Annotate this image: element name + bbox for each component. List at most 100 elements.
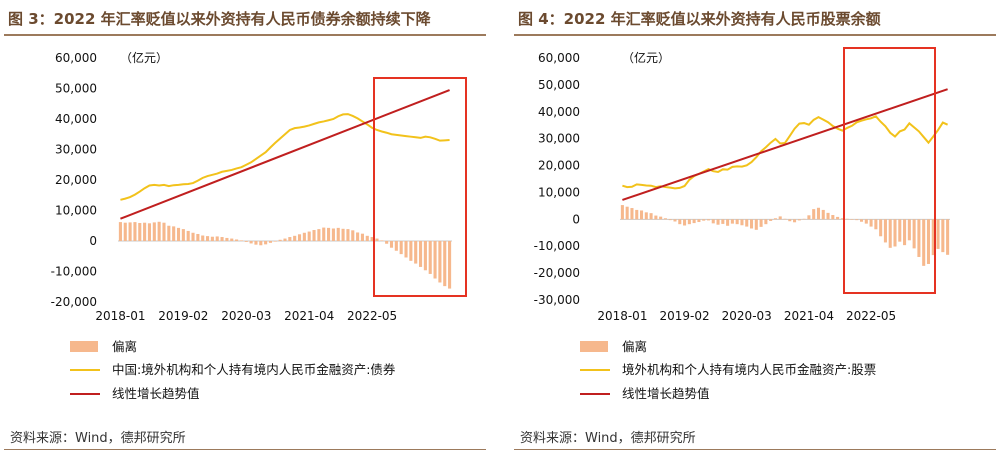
deviation-bar	[249, 241, 253, 244]
deviation-bar	[678, 219, 682, 225]
deviation-bar	[138, 223, 142, 241]
deviation-bar	[186, 230, 190, 241]
y-tick-label: 40,000	[538, 105, 580, 119]
deviation-bar	[721, 219, 725, 224]
deviation-bar	[443, 241, 447, 287]
deviation-bar	[336, 227, 340, 241]
deviation-bar	[793, 219, 797, 223]
deviation-bar	[639, 210, 644, 220]
deviation-bar	[931, 219, 935, 256]
deviation-bar	[293, 235, 297, 241]
deviation-bar	[726, 219, 730, 226]
deviation-bar	[191, 232, 195, 241]
deviation-bar	[418, 241, 423, 267]
x-tick-label: 2020-03	[221, 309, 271, 323]
deviation-bar	[206, 236, 210, 241]
deviation-bar	[692, 219, 696, 224]
deviation-bar	[807, 215, 811, 220]
deviation-bar	[855, 219, 859, 221]
deviation-bar	[893, 219, 897, 247]
y-tick-label: -20,000	[51, 295, 97, 309]
deviation-bar	[711, 219, 715, 224]
deviation-bar	[735, 219, 739, 225]
deviation-bar	[181, 229, 185, 241]
deviation-bar	[172, 226, 176, 241]
deviation-bar	[128, 222, 132, 241]
deviation-bar	[926, 219, 931, 264]
y-tick-label: -20,000	[534, 266, 580, 280]
highlight-box	[373, 77, 467, 297]
x-tick-label: 2020-03	[722, 309, 772, 323]
x-tick-label: 2021-04	[284, 309, 334, 323]
deviation-bar	[821, 209, 825, 220]
deviation-bar	[167, 225, 171, 241]
deviation-bar	[898, 219, 902, 242]
deviation-bar	[264, 241, 268, 245]
legend-label: 线性增长趋势值	[112, 386, 200, 401]
deviation-bar	[312, 230, 316, 241]
x-tick-label: 2019-02	[158, 309, 208, 323]
deviation-bar	[273, 241, 277, 242]
deviation-bar	[683, 219, 687, 226]
legend-label: 境外机构和个人持有境内人民币金融资产:股票	[622, 362, 876, 377]
y-tick-label: -30,000	[534, 293, 580, 307]
deviation-bar	[278, 239, 282, 241]
source-note: 资料来源：Wind，德邦研究所	[10, 431, 186, 446]
deviation-bar	[845, 218, 849, 220]
deviation-bar	[788, 219, 792, 222]
y-axis-unit-label: （亿元）	[622, 50, 670, 65]
deviation-bar	[399, 241, 403, 255]
trend-line	[622, 88, 948, 201]
deviation-bar	[946, 219, 950, 255]
deviation-bar	[630, 208, 634, 220]
y-tick-label: 20,000	[55, 173, 97, 187]
y-tick-label: 0	[572, 212, 580, 226]
deviation-bar	[773, 218, 777, 220]
holdings-line	[120, 113, 450, 201]
deviation-bar	[936, 219, 940, 249]
deviation-bar	[922, 219, 926, 266]
title-divider	[514, 34, 996, 36]
x-tick-label: 2018-01	[597, 309, 647, 323]
deviation-bar	[244, 241, 248, 242]
deviation-bar	[620, 205, 624, 220]
deviation-bar	[356, 232, 360, 241]
legend-swatch-bar	[70, 341, 98, 352]
deviation-bar	[649, 213, 653, 220]
deviation-bar	[864, 219, 868, 224]
deviation-bar	[941, 219, 945, 253]
deviation-bar	[317, 229, 321, 241]
deviation-bar	[225, 237, 229, 241]
deviation-bar	[759, 219, 763, 227]
deviation-bar	[840, 218, 844, 220]
deviation-bar	[162, 222, 166, 241]
trend-line	[120, 89, 450, 220]
y-tick-label: 0	[89, 234, 97, 248]
deviation-bar	[297, 234, 302, 241]
deviation-bar	[147, 223, 152, 241]
deviation-bar	[394, 241, 398, 251]
deviation-bar	[826, 212, 830, 220]
y-tick-label: -10,000	[534, 239, 580, 253]
y-tick-label: 10,000	[538, 185, 580, 199]
deviation-bar	[375, 238, 379, 241]
deviation-bar	[230, 238, 234, 241]
highlight-box	[843, 47, 936, 294]
deviation-bar	[769, 219, 773, 221]
deviation-bar	[831, 215, 835, 220]
deviation-bar	[912, 219, 916, 249]
deviation-bar	[268, 241, 273, 243]
deviation-bar	[812, 209, 816, 220]
deviation-bar	[423, 241, 427, 271]
deviation-bar	[888, 219, 892, 248]
bond-chart: （亿元） 60,000 50,000 40,000 30,000 20,000 10,000…	[51, 50, 467, 401]
deviation-bar	[668, 219, 672, 221]
deviation-bar	[201, 235, 205, 241]
deviation-bar	[654, 215, 658, 220]
deviation-bar	[254, 241, 258, 245]
deviation-bar	[331, 228, 335, 241]
y-tick-label: 40,000	[55, 112, 97, 126]
deviation-bar	[917, 219, 921, 257]
deviation-bar	[414, 241, 418, 264]
